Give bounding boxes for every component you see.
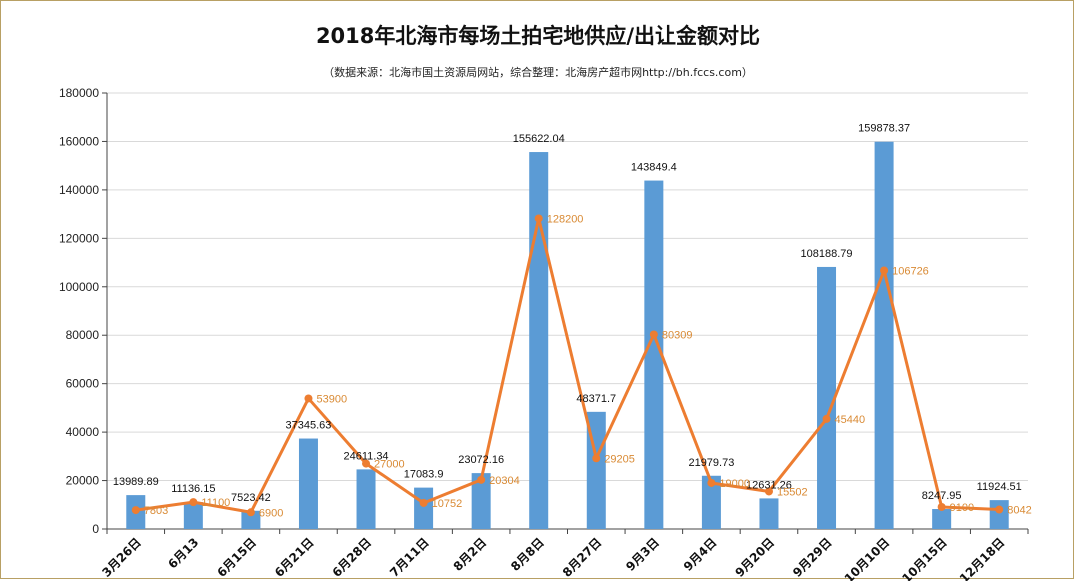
line-point bbox=[707, 478, 716, 487]
y-tick-label: 140000 bbox=[59, 183, 99, 197]
line-data-label: 6900 bbox=[259, 507, 283, 519]
bar-data-label: 23072.16 bbox=[458, 454, 504, 466]
line-point bbox=[764, 487, 773, 496]
line-point bbox=[189, 498, 198, 507]
bar bbox=[701, 475, 721, 529]
bar-data-label: 48371.7 bbox=[576, 393, 616, 405]
bar bbox=[932, 509, 952, 529]
line-data-label: 29205 bbox=[604, 453, 635, 465]
bar-data-label: 11924.51 bbox=[977, 481, 1022, 493]
line-data-label: 7803 bbox=[144, 505, 168, 517]
line-point bbox=[131, 506, 140, 515]
y-tick-label: 100000 bbox=[59, 280, 99, 294]
bar-data-label: 155622.04 bbox=[513, 133, 565, 145]
x-tick-label: 3月26日 bbox=[99, 535, 144, 580]
line-data-label: 128200 bbox=[547, 213, 584, 225]
bar bbox=[183, 502, 203, 529]
y-tick-label: 80000 bbox=[66, 328, 100, 342]
y-tick-label: 160000 bbox=[59, 134, 99, 148]
bar-data-label: 37345.63 bbox=[286, 420, 332, 432]
line-point bbox=[362, 459, 371, 468]
line-point bbox=[534, 214, 543, 223]
line-data-label: 80309 bbox=[662, 329, 693, 341]
bar-data-label: 7523.42 bbox=[231, 492, 271, 504]
x-tick-label: 10月15日 bbox=[899, 535, 949, 581]
bar bbox=[298, 438, 318, 529]
bar-data-label: 108188.79 bbox=[801, 248, 853, 260]
x-tick-label: 8月2日 bbox=[451, 535, 490, 574]
line-data-label: 11100 bbox=[201, 497, 230, 509]
x-tick-label: 7月11日 bbox=[387, 535, 432, 580]
y-tick-label: 40000 bbox=[66, 425, 100, 439]
line-series bbox=[135, 216, 1000, 514]
line-data-label: 45440 bbox=[835, 414, 866, 426]
bar-data-label: 11136.15 bbox=[171, 483, 215, 495]
line-point bbox=[419, 498, 428, 507]
line-point bbox=[822, 414, 831, 423]
bar bbox=[759, 498, 779, 529]
line-data-label: 15502 bbox=[777, 486, 808, 498]
bar bbox=[414, 487, 434, 529]
line-data-label: 53900 bbox=[316, 393, 347, 405]
bar-data-label: 8247.95 bbox=[922, 490, 962, 502]
x-tick-label: 9月29日 bbox=[790, 535, 835, 580]
line-data-label: 19000 bbox=[719, 478, 750, 490]
bar bbox=[529, 152, 549, 530]
x-tick-label: 12月18日 bbox=[957, 535, 1007, 581]
bar bbox=[644, 180, 664, 529]
bar-data-label: 159878.37 bbox=[858, 123, 910, 135]
line-data-label: 20304 bbox=[489, 475, 520, 487]
line-point bbox=[880, 266, 889, 275]
x-tick-label: 6月28日 bbox=[330, 535, 375, 580]
bar bbox=[874, 141, 894, 529]
line-data-label: 27000 bbox=[374, 459, 405, 471]
x-tick-label: 9月20日 bbox=[732, 535, 777, 580]
x-tick-label: 6月13 bbox=[165, 535, 201, 571]
x-tick-label: 10月10日 bbox=[842, 535, 892, 581]
bar bbox=[241, 510, 261, 529]
line-point bbox=[477, 475, 486, 484]
y-tick-label: 60000 bbox=[66, 377, 100, 391]
bar-data-label: 17083.9 bbox=[404, 469, 444, 481]
line-data-label: 9100 bbox=[950, 502, 974, 514]
chart-subtitle: （数据来源：北海市国土资源局网站，综合整理：北海房产超市网http://bh.f… bbox=[323, 66, 753, 79]
line-data-label: 106726 bbox=[892, 265, 929, 277]
line-data-label: 10752 bbox=[432, 498, 463, 510]
bar-data-label: 13989.89 bbox=[113, 476, 159, 488]
y-tick-label: 20000 bbox=[66, 474, 100, 488]
bar bbox=[471, 473, 491, 529]
x-tick-label: 8月27日 bbox=[560, 535, 605, 580]
line-point bbox=[304, 394, 313, 403]
line-point bbox=[937, 502, 946, 511]
x-tick-label: 6月15日 bbox=[214, 535, 259, 580]
bar-data-label: 21979.73 bbox=[688, 457, 734, 469]
x-tick-label: 8月8日 bbox=[508, 535, 547, 574]
x-tick-label: 6月21日 bbox=[272, 535, 317, 580]
chart-title: 2018年北海市每场土拍宅地供应/出让金额对比 bbox=[315, 24, 761, 48]
line-data-label: 8042 bbox=[1007, 505, 1031, 517]
line-point bbox=[592, 454, 601, 463]
line-point bbox=[246, 508, 255, 517]
y-tick-label: 0 bbox=[92, 522, 99, 536]
bar-data-label: 12631.26 bbox=[746, 479, 792, 491]
bar bbox=[817, 266, 837, 529]
line-point bbox=[649, 330, 658, 339]
bar-data-label: 143849.4 bbox=[631, 162, 677, 174]
bar bbox=[989, 500, 1009, 529]
bar-data-label: 24611.34 bbox=[343, 450, 388, 462]
y-tick-label: 120000 bbox=[59, 231, 99, 245]
line-point bbox=[995, 505, 1004, 514]
bar bbox=[356, 469, 376, 529]
y-tick-label: 180000 bbox=[59, 86, 99, 100]
x-tick-label: 9月3日 bbox=[623, 535, 662, 574]
x-tick-label: 9月4日 bbox=[681, 535, 720, 574]
